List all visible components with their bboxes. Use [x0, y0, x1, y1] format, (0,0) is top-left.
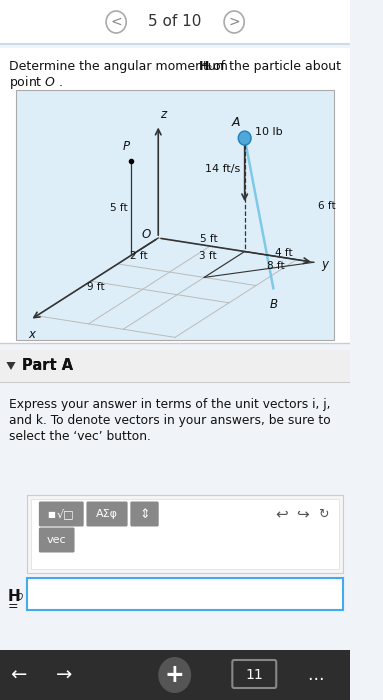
Text: 4 ft: 4 ft [275, 248, 293, 258]
Text: vec: vec [47, 535, 67, 545]
FancyBboxPatch shape [28, 578, 343, 610]
Text: √□: √□ [57, 509, 74, 519]
Text: $_O$: $_O$ [16, 592, 25, 604]
Text: ↪: ↪ [296, 507, 309, 522]
FancyBboxPatch shape [87, 501, 128, 526]
Text: →: → [56, 666, 72, 685]
Text: $\mathbf{H}$: $\mathbf{H}$ [198, 60, 209, 73]
Text: 6 ft: 6 ft [318, 201, 336, 211]
Polygon shape [7, 362, 16, 370]
Text: A: A [231, 116, 240, 129]
FancyBboxPatch shape [39, 501, 84, 526]
Text: 9 ft: 9 ft [87, 282, 105, 292]
FancyBboxPatch shape [0, 650, 350, 700]
Text: select the ‘vec’ button.: select the ‘vec’ button. [9, 430, 151, 443]
Text: and k. To denote vectors in your answers, be sure to: and k. To denote vectors in your answers… [9, 414, 331, 427]
Text: 8 ft: 8 ft [267, 260, 285, 271]
Text: 2 ft: 2 ft [131, 251, 148, 260]
Text: +: + [165, 663, 185, 687]
Text: AΣφ: AΣφ [96, 509, 118, 519]
Text: ↩: ↩ [275, 507, 288, 522]
Text: Determine the angular momentum: Determine the angular momentum [9, 60, 232, 73]
Text: ⇕: ⇕ [139, 508, 150, 521]
Text: P: P [123, 140, 130, 153]
Text: z: z [160, 108, 166, 120]
FancyBboxPatch shape [0, 0, 350, 44]
Text: 5 ft: 5 ft [110, 203, 127, 213]
Text: ↻: ↻ [318, 508, 328, 521]
Text: =: = [7, 600, 18, 613]
Text: >: > [228, 15, 240, 29]
Text: 14 ft/s: 14 ft/s [205, 164, 241, 174]
FancyBboxPatch shape [28, 495, 343, 573]
Text: <: < [110, 15, 122, 29]
Text: B: B [269, 298, 277, 312]
Text: ■: ■ [47, 510, 56, 519]
FancyBboxPatch shape [31, 499, 339, 569]
Text: y: y [321, 258, 328, 271]
Circle shape [238, 131, 251, 145]
Text: x: x [28, 328, 35, 341]
Text: of the particle about: of the particle about [210, 60, 342, 73]
Text: 11: 11 [246, 668, 263, 682]
FancyBboxPatch shape [0, 350, 350, 382]
Circle shape [158, 657, 191, 693]
Text: 10 lb: 10 lb [255, 127, 282, 137]
Text: $_O$: $_O$ [205, 63, 213, 73]
Text: 3 ft: 3 ft [200, 251, 217, 261]
FancyBboxPatch shape [130, 501, 159, 526]
Text: ←: ← [10, 666, 26, 685]
FancyBboxPatch shape [0, 48, 350, 343]
Text: …: … [307, 666, 324, 684]
Text: point $O$ .: point $O$ . [9, 74, 64, 91]
Text: Part A: Part A [22, 358, 73, 374]
FancyBboxPatch shape [16, 90, 334, 340]
Text: 5 of 10: 5 of 10 [148, 15, 201, 29]
Text: Express your answer in terms of the unit vectors i, j,: Express your answer in terms of the unit… [9, 398, 331, 411]
Text: O: O [142, 228, 151, 242]
Text: Part A: Part A [22, 358, 73, 374]
Text: 5 ft: 5 ft [200, 234, 218, 244]
FancyBboxPatch shape [39, 528, 75, 552]
Text: $\mathbf{H}$: $\mathbf{H}$ [7, 588, 21, 604]
